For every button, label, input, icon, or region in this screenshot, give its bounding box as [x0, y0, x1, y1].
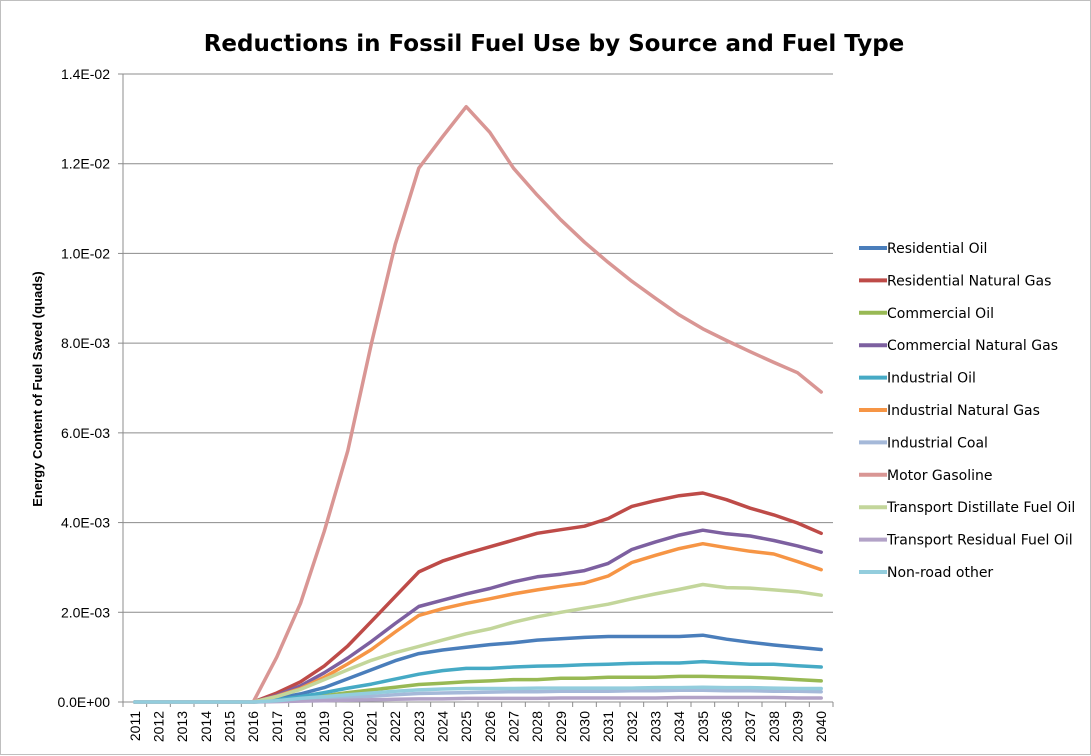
x-tick-label: 2024	[435, 711, 451, 742]
x-tick-label: 2037	[742, 711, 758, 742]
x-tick-label: 2020	[340, 711, 356, 742]
x-tick-label: 2031	[600, 711, 616, 742]
legend-label: Residential Oil	[887, 241, 987, 257]
x-tick-labels: 2011 2012 2013 2014 2015 2016 2017 2018 2019 2020…	[127, 711, 829, 742]
x-tick-label: 2021	[364, 711, 380, 742]
gridlines	[123, 73, 833, 613]
x-tick-label: 2016	[245, 711, 261, 742]
legend-label: Non-road other	[887, 565, 993, 581]
x-tick-label: 2027	[506, 711, 522, 742]
legend-label: Industrial Natural Gas	[887, 403, 1040, 419]
x-tick-label: 2036	[719, 711, 735, 742]
legend-label: Commercial Natural Gas	[887, 338, 1058, 354]
series-line-non-road-other	[133, 685, 823, 704]
legend-label: Motor Gasoline	[887, 468, 992, 484]
x-tick-label: 2015	[222, 711, 238, 742]
legend-label: Transport Residual Fuel Oil	[886, 533, 1073, 549]
x-tick-label: 2022	[387, 711, 403, 742]
y-tick-label: 1.0E-02	[61, 245, 110, 261]
y-tick-label: 8.0E-03	[61, 335, 110, 351]
y-tick-label: 1.2E-02	[61, 156, 110, 172]
x-tick-label: 2023	[411, 711, 427, 742]
y-tick-label: 4.0E-03	[61, 515, 110, 531]
x-tick-label: 2029	[553, 711, 569, 742]
x-tick-label: 2017	[269, 711, 285, 742]
x-tick-label: 2040	[813, 711, 829, 742]
x-tick-label: 2025	[458, 711, 474, 742]
legend-label: Commercial Oil	[887, 306, 994, 322]
y-tick-label: 2.0E-03	[61, 604, 110, 620]
x-tick-label: 2032	[624, 711, 640, 742]
x-tick-label: 2026	[482, 711, 498, 742]
y-tick-label: 1.4E-02	[61, 66, 110, 82]
x-tick-label: 2018	[293, 711, 309, 742]
series-line-residential-natural-gas	[133, 491, 823, 704]
legend-label: Industrial Oil	[887, 371, 976, 387]
y-axis-label: Energy Content of Fuel Saved (quads)	[30, 271, 45, 506]
x-tick-label: 2012	[151, 711, 167, 742]
x-tick-label: 2028	[529, 711, 545, 742]
y-tick-labels: 0.0E+00 2.0E-03 4.0E-03 6.0E-03 8.0E-03 1.0E-…	[57, 66, 110, 710]
chart-title: Reductions in Fossil Fuel Use by Source …	[204, 31, 905, 57]
y-tick-label: 0.0E+00	[57, 694, 110, 710]
x-tick-label: 2039	[790, 711, 806, 742]
legend-label: Transport Distillate Fuel Oil	[886, 500, 1075, 516]
x-tick-label: 2014	[198, 711, 214, 742]
x-tick-label: 2011	[127, 711, 143, 741]
y-tick-label: 6.0E-03	[61, 425, 110, 441]
x-tick-label: 2013	[174, 711, 190, 742]
x-tick-label: 2035	[695, 711, 711, 742]
x-tick-label: 2019	[316, 711, 332, 742]
legend-label: Residential Natural Gas	[887, 273, 1051, 289]
x-tick-label: 2030	[577, 711, 593, 742]
x-tick-label: 2034	[671, 711, 687, 742]
legend: Residential Oil Residential Natural Gas Co…	[859, 241, 1075, 581]
x-tick-label: 2038	[766, 711, 782, 742]
legend-label: Industrial Coal	[887, 435, 988, 451]
x-tick-label: 2033	[648, 711, 664, 742]
series-lines	[133, 104, 823, 704]
